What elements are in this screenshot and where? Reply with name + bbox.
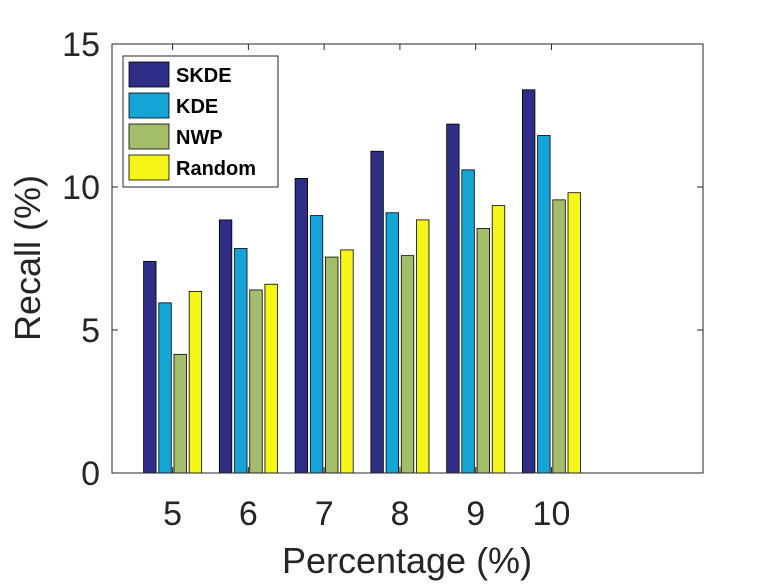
x-axis-title: Percentage (%) [282,540,532,581]
y-tick-label-10: 10 [62,169,100,207]
x-tick-label-10: 10 [533,495,571,533]
legend-swatch-nwp [128,123,170,150]
bar-skde-9 [446,123,460,474]
bar-kde-7 [309,215,324,474]
plot-frame [111,43,704,474]
bar-kde-9 [461,169,475,474]
bar-nwp-7 [325,256,339,474]
y-tick-label-5: 5 [81,312,100,350]
x-tick-label-6: 6 [239,495,258,533]
legend-label-skde: SKDE [176,65,232,87]
x-tick-label-9: 9 [466,495,485,533]
bar-skde-5 [143,260,157,474]
legend-swatch-skde [128,61,170,88]
bar-skde-7 [294,178,309,474]
y-axis: 0 5 10 15 [62,26,703,493]
bar-skde-8 [370,150,384,474]
bar-nwp-9 [476,228,490,474]
legend-label-kde: KDE [176,96,218,118]
bar-random-7 [340,249,354,474]
bar-kde-6 [234,248,248,474]
bar-nwp-6 [249,289,263,474]
bar-skde-10 [522,89,536,474]
bar-nwp-8 [400,255,415,474]
x-axis: 5 6 7 8 9 10 [163,44,570,533]
bar-nwp-5 [173,353,187,474]
bars-group [143,89,581,474]
bar-random-8 [416,219,430,474]
bar-random-6 [264,283,278,474]
bar-skde-6 [218,219,233,474]
legend-label-nwp: NWP [176,127,223,149]
bar-nwp-10 [552,199,566,474]
y-tick-label-0: 0 [81,455,100,493]
bar-random-9 [491,205,506,474]
x-tick-label-5: 5 [163,495,182,533]
legend-label-random: Random [176,158,256,180]
x-tick-label-8: 8 [390,495,409,533]
legend: SKDE KDE NWP Random [122,55,279,188]
legend-swatch-kde [128,92,170,119]
y-axis-title: Recall (%) [7,175,48,341]
bar-random-5 [188,290,203,474]
bar-kde-10 [537,135,551,474]
x-tick-label-7: 7 [315,495,334,533]
y-tick-label-15: 15 [62,26,100,64]
legend-swatch-random [128,154,170,181]
bar-kde-8 [385,212,399,474]
bar-random-10 [567,192,581,474]
bar-kde-5 [158,302,172,474]
